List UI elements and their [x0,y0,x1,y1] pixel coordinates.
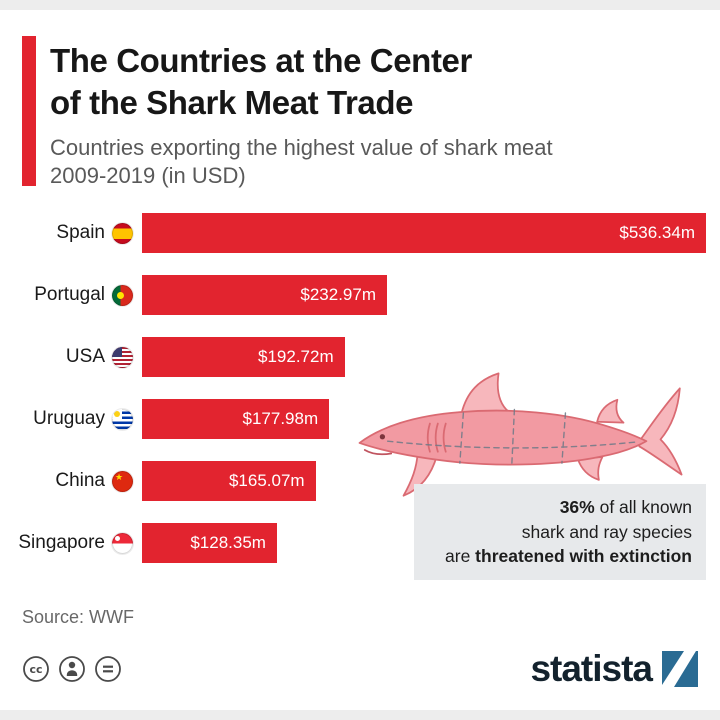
bar-usa: $192.72m [142,337,345,377]
flag-icon-portugal [112,284,133,306]
title-line-2: of the Shark Meat Trade [50,83,414,121]
bar-value-label: $128.35m [190,533,266,552]
bar-track: $192.72m [142,337,706,377]
country-label: Singapore [18,532,105,553]
bar-portugal: $232.97m [142,275,387,315]
bar-value-label: $536.34m [619,223,695,242]
bar-row-singapore: Singapore $128.35m [18,523,706,563]
bar-row-usa: USA $192.72m [22,337,706,377]
statista-logo[interactable]: statista [530,650,698,687]
cc-icon[interactable]: cc [22,655,50,683]
flag-icon-uruguay [112,408,133,430]
bar-value-label: $165.07m [228,471,305,490]
bar-row-portugal: Portugal $232.97m [22,275,706,315]
bar-label-group: Singapore [18,532,142,554]
bar-track: $128.35m [142,523,706,563]
page-title: The Countries at the Center of the Shark … [50,40,690,124]
statista-wordmark: statista [530,648,653,689]
country-label: Uruguay [33,408,105,429]
flag-icon-china [112,470,133,492]
bar-chart: Spain $536.34m Portugal $232.97m USA $192.72m… [18,213,706,580]
bar-label-group: USA [22,346,142,368]
footer: cc statista [22,650,698,687]
bar-uruguay: $177.98m [142,399,330,439]
subtitle-line-2: 2009-2019 (in USD) [50,163,246,189]
country-label: Spain [56,222,105,243]
cc-nd-equals-icon[interactable] [94,655,122,683]
country-label: Portugal [34,284,105,305]
license-icons: cc [22,655,122,683]
flag-icon-spain [112,222,133,244]
country-label: China [55,470,105,491]
bar-value-label: $232.97m [300,285,376,304]
bar-track: $536.34m [142,213,706,253]
country-label: USA [65,346,105,367]
annotation-line-1-rest: of all known [594,497,692,517]
annotation-line-3-rest: are [445,546,476,566]
title-line-1: The Countries at the Center [50,42,472,79]
annotation-line-2: shark and ray species [521,521,692,542]
bar-label-group: China [22,470,142,492]
chart-subtitle: Countries exporting the highest value of… [50,134,690,191]
bar-value-label: $177.98m [242,409,319,428]
bar-track: $165.07m [142,461,706,501]
infographic-canvas: The Countries at the Center of the Shark … [0,10,720,710]
subtitle-line-1: Countries exporting the highest value of… [50,134,553,160]
svg-text:cc: cc [29,663,42,676]
bar-track: $232.97m [142,275,706,315]
bar-row-china: China $165.07m [22,461,706,501]
title-accent-bar [22,36,36,186]
bar-label-group: Portugal [22,284,142,306]
statista-logo-icon [662,650,698,687]
bar-singapore: $128.35m [142,523,277,563]
annotation-line-1: 36% of all known [428,495,692,520]
header: The Countries at the Center of the Shark … [0,10,720,191]
cc-by-person-icon[interactable] [58,655,86,683]
flag-icon-usa [112,346,133,368]
source-text: Source: WWF [22,607,135,627]
flag-icon-singapore [112,532,133,554]
bar-spain: $536.34m [142,213,706,253]
bar-row-uruguay: Uruguay $177.98m [22,399,706,439]
bar-track: $177.98m [142,399,706,439]
bar-china: $165.07m [142,461,316,501]
bar-label-group: Uruguay [22,408,142,430]
bar-value-label: $192.72m [258,347,334,366]
bar-row-spain: Spain $536.34m [22,213,706,253]
annotation-box: 36% of all known shark and ray species a… [414,484,706,580]
annotation-line-3: are threatened with extinction [428,544,692,569]
bar-rows: Spain $536.34m Portugal $232.97m USA $192.72m… [18,213,706,563]
bar-label-group: Spain [22,222,142,244]
annotation-percent: 36% [559,497,595,517]
annotation-line-3-bold: threatened with extinction [475,546,692,566]
